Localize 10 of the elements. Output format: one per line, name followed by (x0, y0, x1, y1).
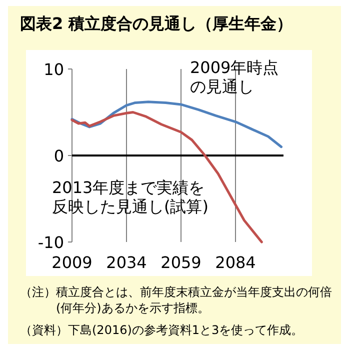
x-tick-label: 2009 (52, 253, 92, 272)
x-tick-label: 2034 (106, 253, 147, 272)
annotation: （注）積立度合とは、前年度末積立金が当年度支出の何倍(何年分)あるかを示す指標。 (20, 284, 333, 316)
y-tick-label: 0 (54, 146, 64, 166)
title: 図表2 積立度合の見通し（厚生年金） (20, 14, 293, 35)
x-tick-label: 2084 (215, 253, 256, 272)
annotation: （資料）下島(2016)の参考資料1と3を使って作成。 (20, 322, 304, 338)
y-tick-label: -10 (38, 233, 64, 252)
x-tick-label: 2059 (160, 253, 202, 272)
y-tick-label: 10 (44, 60, 64, 79)
